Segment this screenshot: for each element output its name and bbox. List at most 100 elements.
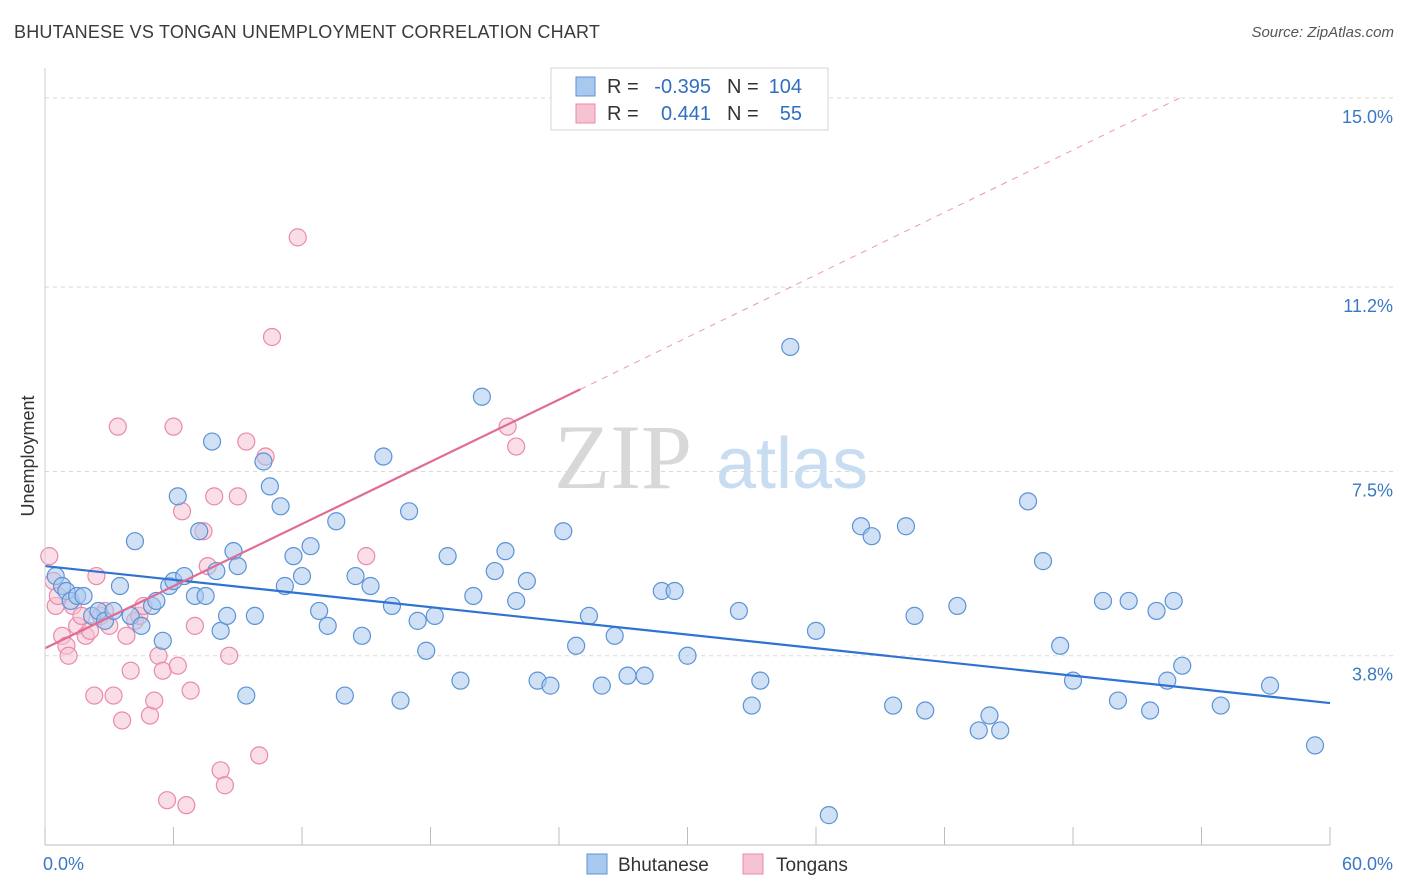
bhutanese-point: [496, 542, 515, 561]
tongans-point: [250, 746, 269, 765]
bhutanese-point: [292, 566, 312, 586]
y-tick-label: 15.0%: [1342, 107, 1393, 127]
bhutanese-point: [228, 556, 247, 576]
bhutanese-point: [517, 571, 536, 591]
tongans-point: [121, 661, 140, 680]
bhutanese-point: [742, 696, 761, 715]
legend-r-label-1: R =: [607, 103, 639, 125]
bhutanese-point: [284, 547, 303, 566]
bhutanese-point: [327, 512, 346, 531]
tongans-point: [112, 711, 132, 730]
bhutanese-point: [451, 671, 470, 690]
bhutanese-point: [948, 596, 967, 616]
tongans-point: [228, 487, 247, 506]
bhutanese-point: [196, 586, 215, 606]
bhutanese-point: [567, 636, 586, 655]
y-axis-label: Unemployment: [18, 395, 38, 516]
legend-r-value-0: -0.395: [654, 76, 711, 98]
tongans-point: [507, 437, 526, 456]
chart-source: Source: ZipAtlas.com: [1251, 24, 1394, 41]
bhutanese-point: [346, 566, 365, 586]
bottom-legend-swatch-blue: [586, 853, 608, 875]
tongans-point: [177, 796, 196, 815]
legend-n-label-0: N =: [727, 76, 759, 98]
bhutanese-point: [618, 666, 637, 685]
legend-r-value-1: 0.441: [661, 103, 711, 125]
bhutanese-point: [980, 706, 999, 725]
bhutanese-point: [217, 606, 237, 625]
tongans-point: [357, 547, 376, 566]
bhutanese-point: [254, 452, 273, 471]
bhutanese-points: [46, 337, 1325, 825]
bhutanese-point: [153, 631, 172, 650]
tongans-points: [40, 228, 526, 815]
bhutanese-point: [245, 606, 264, 625]
tongans-trend-extension: [580, 97, 1181, 390]
bhutanese-point: [579, 606, 599, 625]
bottom-legend-label-bhutanese: Bhutanese: [618, 855, 709, 876]
bhutanese-point: [1108, 691, 1128, 710]
tongans-point: [108, 417, 127, 436]
bhutanese-point: [399, 502, 419, 521]
tongans-point: [237, 432, 256, 451]
watermark: ZIP atlas: [554, 406, 868, 508]
bhutanese-point: [374, 447, 393, 466]
bhutanese-point: [464, 586, 483, 606]
bhutanese-point: [472, 387, 491, 406]
bhutanese-point: [507, 591, 526, 611]
bhutanese-point: [592, 676, 611, 695]
bhutanese-point: [969, 721, 988, 740]
trend-lines: [44, 97, 1331, 705]
y-tick-label: 3.8%: [1352, 665, 1393, 685]
tongans-point: [172, 502, 192, 521]
bhutanese-point: [1033, 552, 1053, 571]
tongans-point: [104, 686, 123, 705]
bhutanese-point: [541, 676, 560, 695]
tongans-point: [80, 621, 100, 640]
x-tick-label: 60.0%: [1342, 854, 1393, 874]
bhutanese-point: [310, 601, 329, 621]
tongans-trend-line: [44, 388, 581, 650]
grid-layer: [45, 97, 1393, 657]
bhutanese-point: [202, 432, 222, 451]
bhutanese-point: [605, 626, 624, 645]
legend-n-value-1: 55: [780, 103, 802, 125]
bhutanese-point: [438, 547, 457, 566]
tongans-point: [220, 646, 239, 665]
watermark-atlas: atlas: [716, 424, 868, 504]
bhutanese-point: [1119, 591, 1138, 611]
chart-title: BHUTANESE VS TONGAN UNEMPLOYMENT CORRELA…: [14, 22, 601, 42]
bhutanese-point: [905, 606, 924, 625]
bottom-legend-swatch-pink: [742, 853, 764, 875]
bhutanese-point: [806, 621, 826, 640]
bhutanese-point: [190, 522, 209, 541]
tongans-point: [168, 656, 187, 675]
bhutanese-point: [417, 641, 436, 660]
tongans-point: [117, 626, 136, 645]
tongans-point: [185, 616, 205, 635]
bhutanese-point: [665, 581, 684, 601]
bhutanese-point: [1140, 701, 1160, 720]
bhutanese-point: [168, 487, 187, 506]
bhutanese-point: [916, 701, 935, 720]
bhutanese-point: [896, 517, 916, 536]
bhutanese-point: [74, 586, 93, 606]
y-tick-label: 7.5%: [1352, 480, 1393, 500]
bhutanese-point: [862, 527, 881, 546]
bhutanese-point: [125, 532, 145, 551]
bhutanese-point: [271, 497, 290, 516]
watermark-zip: ZIP: [554, 406, 692, 508]
bhutanese-point: [1093, 591, 1113, 611]
tongans-point: [40, 547, 59, 566]
tongans-point: [288, 228, 307, 247]
bhutanese-point: [1260, 676, 1280, 695]
y-tick-label: 11.2%: [1343, 296, 1393, 316]
bhutanese-point: [991, 721, 1010, 740]
top-legend: R = -0.395 N = 104 R = 0.441 N = 55: [550, 67, 829, 131]
bhutanese-point: [1211, 696, 1230, 715]
bottom-legend: Bhutanese Tongans: [586, 853, 848, 876]
x-tick-label: 0.0%: [43, 854, 84, 874]
bhutanese-point: [301, 537, 320, 556]
bhutanese-point: [352, 626, 372, 645]
